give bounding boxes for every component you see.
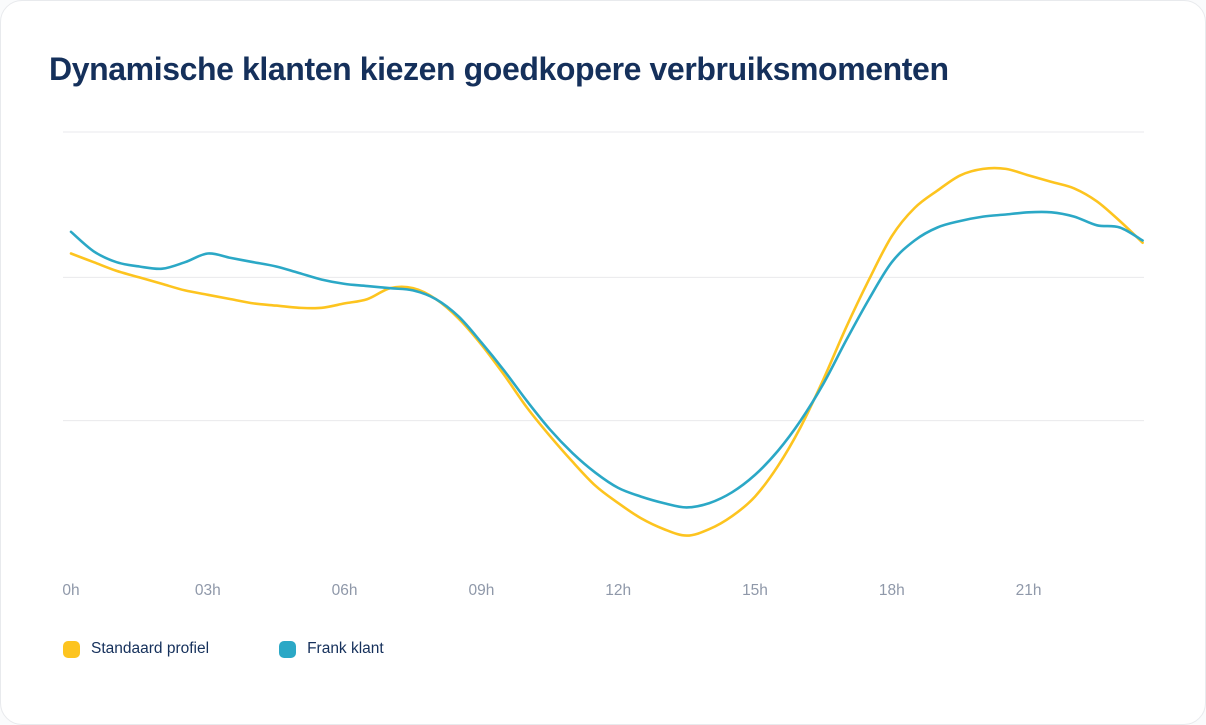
legend-item-frank-klant: Frank klant: [279, 640, 384, 658]
series-line-frank-klant: [69, 210, 1144, 509]
x-tick-label: 06h: [332, 582, 358, 599]
x-tick-label: 09h: [468, 582, 494, 599]
series-line-standaard-profiel: [69, 166, 1144, 537]
x-tick-label: 03h: [195, 582, 221, 599]
legend-item-standaard-profiel: Standaard profiel: [63, 640, 209, 658]
x-tick-label: 18h: [879, 582, 905, 599]
chart-title: Dynamische klanten kiezen goedkopere ver…: [49, 51, 949, 87]
legend-label-standaard: Standaard profiel: [91, 640, 210, 657]
chart-legend: Standaard profiel Frank klant: [63, 640, 384, 658]
x-tick-label: 0h: [62, 582, 79, 599]
legend-swatch-standaard-icon: [63, 640, 80, 658]
x-tick-label: 12h: [605, 582, 631, 599]
x-tick-label: 21h: [1016, 582, 1042, 599]
legend-swatch-frank-icon: [279, 640, 297, 658]
x-tick-label: 15h: [742, 582, 768, 599]
legend-label-frank: Frank klant: [307, 640, 384, 657]
